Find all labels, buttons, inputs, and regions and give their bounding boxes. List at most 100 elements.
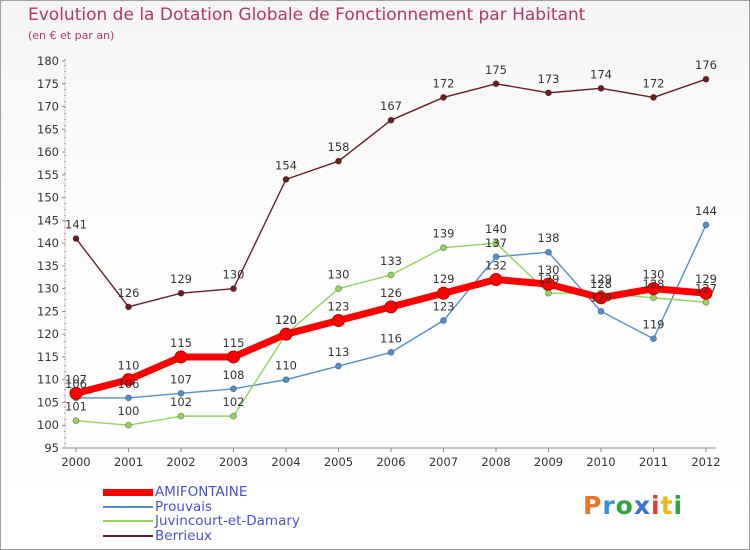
- y-tick-label: 105: [37, 395, 59, 409]
- data-point-amifontaine: [279, 327, 293, 341]
- logo-letter: P: [583, 491, 603, 520]
- data-point-juvincourt-et-damary: [702, 298, 710, 306]
- y-tick-label: 95: [44, 441, 59, 455]
- data-label-prouvais: 113: [328, 345, 350, 359]
- logo-letter: r: [602, 491, 616, 520]
- y-tick-label: 140: [37, 236, 59, 250]
- data-label-amifontaine: 132: [485, 259, 507, 273]
- x-tick-label: 2000: [61, 455, 90, 469]
- axes: 95 100 105 110 115 120 125 130 135 140 145 150 155 16…: [37, 54, 721, 469]
- data-label-prouvais: 119: [643, 318, 665, 332]
- x-tick-label: 2009: [534, 455, 563, 469]
- chart-subtitle: (en € et par an): [28, 29, 115, 42]
- y-tick-label: 110: [37, 373, 59, 387]
- data-label-berrieux: 126: [118, 286, 140, 300]
- x-tick-label: 2008: [481, 455, 510, 469]
- data-point-prouvais: [545, 248, 552, 256]
- data-point-juvincourt-et-damary: [440, 244, 447, 252]
- data-point-prouvais: [230, 385, 237, 393]
- y-tick-label: 160: [37, 145, 59, 159]
- data-label-berrieux: 130: [223, 268, 245, 282]
- data-label-prouvais: 129: [590, 290, 612, 304]
- data-point-prouvais: [177, 389, 185, 397]
- data-point-berrieux: [125, 303, 132, 311]
- x-tick-label: 2004: [271, 455, 300, 469]
- data-point-prouvais: [282, 376, 290, 384]
- data-point-berrieux: [387, 116, 395, 124]
- y-tick-label: 125: [37, 304, 59, 318]
- legend-label: Prouvais: [155, 498, 213, 515]
- x-tick-label: 2011: [639, 455, 668, 469]
- data-label-berrieux: 167: [380, 99, 402, 113]
- logo-letter: i: [651, 491, 661, 520]
- data-label-juvincourt-et-damary: 129: [590, 272, 612, 286]
- data-label-amifontaine: 123: [328, 300, 350, 314]
- data-label-berrieux: 158: [328, 140, 350, 154]
- data-label-juvincourt-et-damary: 129: [538, 272, 560, 286]
- data-point-amifontaine: [542, 277, 555, 291]
- data-label-prouvais: 137: [485, 236, 507, 250]
- data-label-amifontaine: 128: [590, 277, 612, 291]
- data-label-berrieux: 174: [590, 67, 612, 81]
- legend-label: Berrieux: [155, 527, 213, 544]
- data-point-berrieux: [597, 84, 605, 92]
- y-tick-label: 155: [37, 168, 59, 182]
- y-tick-label: 145: [37, 213, 59, 227]
- y-tick-label: 135: [37, 259, 59, 273]
- data-point-berrieux: [545, 89, 552, 97]
- data-point-prouvais: [335, 362, 342, 370]
- data-label-juvincourt-et-damary: 120: [275, 313, 297, 327]
- data-label-juvincourt-et-damary: 140: [485, 222, 507, 236]
- data-point-prouvais: [597, 308, 605, 315]
- legend-swatch: [103, 520, 153, 522]
- data-label-prouvais: 123: [433, 300, 455, 314]
- data-label-prouvais: 116: [380, 331, 402, 345]
- data-label-juvincourt-et-damary: 102: [223, 395, 245, 409]
- data-label-juvincourt-et-damary: 133: [380, 254, 402, 268]
- y-tick-label: 115: [37, 350, 59, 364]
- data-label-juvincourt-et-damary: 128: [643, 277, 665, 291]
- x-tick-label: 2003: [219, 455, 248, 469]
- data-label-berrieux: 154: [275, 158, 297, 172]
- data-label-juvincourt-et-damary: 100: [118, 404, 140, 418]
- data-label-amifontaine: 120: [275, 313, 297, 327]
- data-point-prouvais: [387, 348, 395, 356]
- x-tick-label: 2005: [324, 455, 353, 469]
- data-label-juvincourt-et-damary: 127: [695, 281, 717, 295]
- y-tick-label: 165: [37, 122, 59, 136]
- data-label-amifontaine: 129: [695, 272, 717, 286]
- data-label-berrieux: 173: [538, 72, 560, 86]
- data-point-prouvais: [650, 335, 657, 343]
- data-label-amifontaine: 107: [65, 372, 87, 386]
- data-point-berrieux: [282, 175, 290, 183]
- data-label-amifontaine: 110: [118, 359, 140, 373]
- data-point-juvincourt-et-damary: [387, 271, 395, 279]
- data-point-amifontaine: [384, 300, 398, 314]
- data-point-berrieux: [650, 94, 657, 101]
- x-tick-label: 2012: [691, 455, 720, 469]
- data-point-berrieux: [177, 289, 185, 297]
- data-label-berrieux: 172: [643, 76, 665, 90]
- data-label-amifontaine: 130: [643, 268, 665, 282]
- data-point-amifontaine: [594, 291, 608, 305]
- data-label-prouvais: 110: [275, 359, 297, 373]
- data-label-berrieux: 129: [170, 272, 192, 286]
- data-point-amifontaine: [227, 350, 240, 364]
- y-tick-label: 130: [37, 282, 59, 296]
- data-label-amifontaine: 126: [380, 286, 402, 300]
- data-point-juvincourt-et-damary: [492, 239, 500, 247]
- proxiti-logo: Proxiti: [583, 491, 683, 520]
- y-tick-label: 170: [37, 100, 59, 114]
- legend-swatch: [103, 505, 153, 508]
- data-point-juvincourt-et-damary: [650, 294, 657, 302]
- x-tick-label: 2010: [586, 455, 615, 469]
- data-point-berrieux: [492, 80, 500, 88]
- legend-label: AMIFONTAINE: [155, 484, 248, 500]
- logo-letter: t: [660, 491, 674, 520]
- data-point-amifontaine: [489, 273, 503, 287]
- y-tick-label: 120: [37, 327, 59, 341]
- data-point-berrieux: [335, 157, 342, 165]
- data-label-juvincourt-et-damary: 130: [328, 268, 350, 282]
- data-point-juvincourt-et-damary: [335, 285, 342, 293]
